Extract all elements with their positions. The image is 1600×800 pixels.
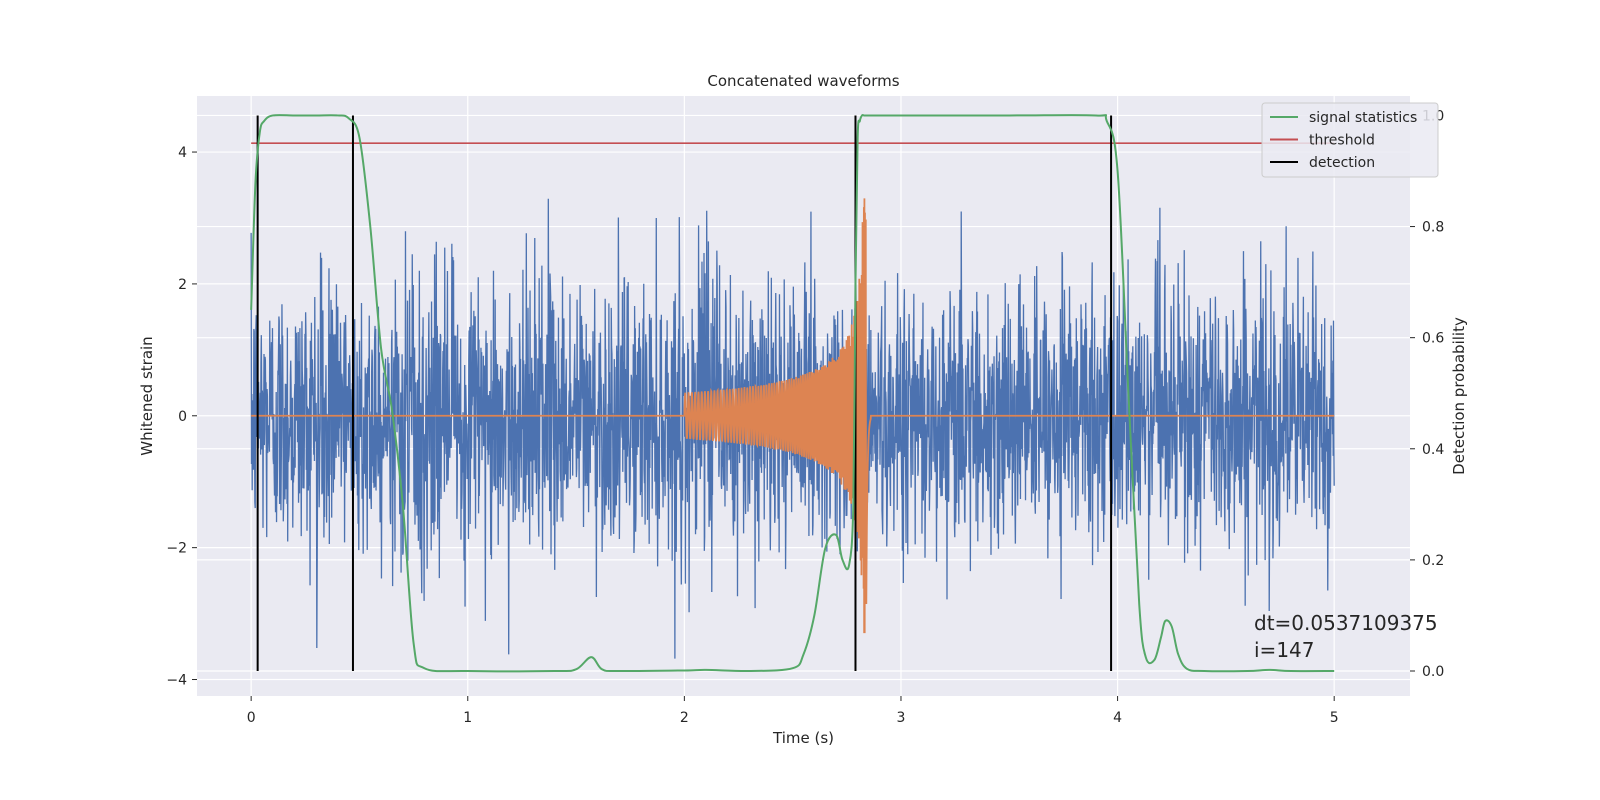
x-tick-label: 3	[897, 710, 906, 726]
y2-axis-label: Detection probability	[1450, 317, 1468, 475]
detection-series	[250, 114, 1335, 673]
x-tick-label: 5	[1330, 710, 1339, 726]
y-tick-label: 0	[178, 409, 187, 425]
legend-label: detection	[1309, 155, 1375, 171]
y2-tick-label: 0.6	[1422, 331, 1444, 347]
x-tick-label: 2	[680, 710, 689, 726]
legend-box	[1261, 102, 1439, 178]
y2-tick-label: 0.2	[1422, 553, 1444, 569]
x-tick-label: 0	[247, 710, 256, 726]
legend: signal statistics threshold detection	[1261, 102, 1439, 178]
signal-statistics-line	[250, 114, 1335, 673]
legend-label: signal statistics	[1309, 110, 1417, 126]
chart-title: Concatenated waveforms	[707, 72, 899, 90]
x-tick-label: 4	[1113, 710, 1122, 726]
y-tick-label: −4	[166, 673, 187, 689]
x-axis-label: Time (s)	[772, 729, 834, 747]
y2-tick-label: 0.8	[1422, 220, 1444, 236]
whitened-strain-series	[250, 198, 1335, 659]
template-waveform-series	[251, 198, 1335, 634]
legend-label: threshold	[1309, 133, 1375, 149]
annotation-text: dt=0.0537109375 i=147	[1254, 611, 1438, 662]
y-tick-label: −2	[166, 541, 187, 557]
annotation-line: dt=0.0537109375	[1254, 611, 1438, 635]
y-tick-label: 2	[178, 277, 187, 293]
annotation-line: i=147	[1254, 638, 1315, 662]
x-tick-label: 1	[463, 710, 472, 726]
y-tick-label: 4	[178, 145, 187, 161]
y2-tick-label: 0.0	[1422, 664, 1444, 680]
y-axis-label: Whitened strain	[138, 336, 156, 455]
y2-tick-label: 0.4	[1422, 442, 1444, 458]
strain-line	[250, 198, 1335, 659]
template-line	[251, 198, 1335, 634]
